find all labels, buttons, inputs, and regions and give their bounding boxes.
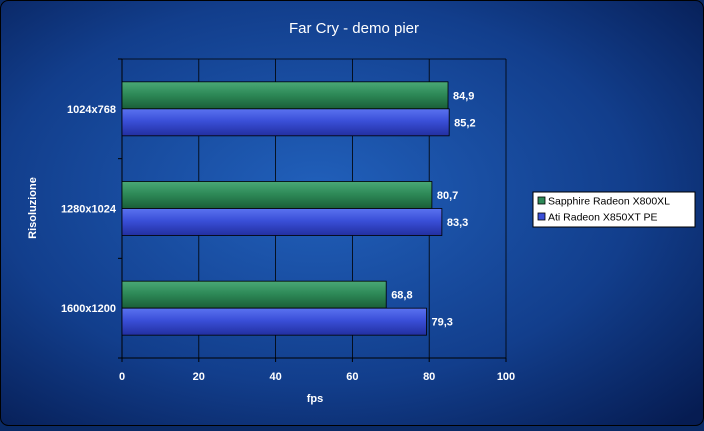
labels: 0 20 40 60 80 100 1024x768 84,9 85,2 1280x1024 80,… xyxy=(61,90,515,383)
legend-box xyxy=(532,191,696,228)
y-axis-title: Risoluzione xyxy=(27,177,39,239)
bar-sapphire-1280x1024 xyxy=(121,181,433,209)
legend-swatch-ati xyxy=(537,212,546,221)
category-label-1280x1024: 1280x1024 xyxy=(61,204,117,216)
bar-ati-1024x768 xyxy=(121,108,450,137)
legend-label-ati: Ati Radeon X850XT PE xyxy=(548,212,658,224)
data-label-ati-1600x1200: 79,3 xyxy=(432,317,453,329)
data-label-sapphire-1600x1200: 68,8 xyxy=(391,290,412,302)
legend: Sapphire Radeon X800XL Ati Radeon X850XT… xyxy=(532,191,696,228)
x-tick-label-100: 100 xyxy=(497,371,515,383)
x-tick-label-20: 20 xyxy=(193,371,205,383)
category-label-1600x1200: 1600x1200 xyxy=(61,303,116,315)
chart-title: Far Cry - demo pier xyxy=(289,20,419,37)
x-axis-title: fps xyxy=(307,393,324,405)
x-tick-label-60: 60 xyxy=(346,371,358,383)
bar-ati-1280x1024 xyxy=(121,208,443,236)
bar-sapphire-1600x1200 xyxy=(121,280,387,309)
data-label-ati-1280x1024: 83,3 xyxy=(447,217,468,229)
category-label-1024x768: 1024x768 xyxy=(67,104,116,116)
x-tick-label-40: 40 xyxy=(269,371,281,383)
legend-swatch-sapphire xyxy=(537,196,546,205)
bars xyxy=(121,81,450,336)
bar-ati-1600x1200 xyxy=(121,307,427,336)
bar-sapphire-1024x768 xyxy=(121,81,449,110)
data-label-sapphire-1024x768: 84,9 xyxy=(453,90,474,102)
legend-label-sapphire: Sapphire Radeon X800XL xyxy=(548,196,670,208)
data-label-sapphire-1280x1024: 80,7 xyxy=(437,190,458,202)
x-tick-label-0: 0 xyxy=(119,371,125,383)
x-tick-label-80: 80 xyxy=(423,371,435,383)
data-label-ati-1024x768: 85,2 xyxy=(454,117,475,129)
